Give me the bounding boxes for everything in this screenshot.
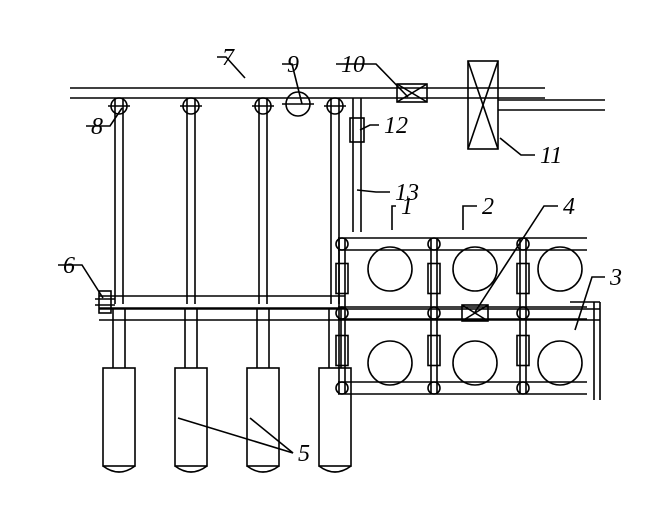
label-l12: 12 — [384, 113, 408, 139]
label-l2: 2 — [482, 194, 494, 220]
label-l7: 7 — [222, 45, 235, 71]
label-l11: 11 — [540, 143, 562, 169]
label-l5: 5 — [298, 441, 310, 467]
label-l4: 4 — [563, 194, 575, 220]
label-l10: 10 — [341, 52, 365, 78]
label-l8: 8 — [91, 114, 103, 140]
label-l6: 6 — [63, 253, 75, 279]
label-l13: 13 — [395, 180, 419, 206]
label-l3: 3 — [609, 265, 622, 291]
label-l9: 9 — [287, 52, 299, 78]
